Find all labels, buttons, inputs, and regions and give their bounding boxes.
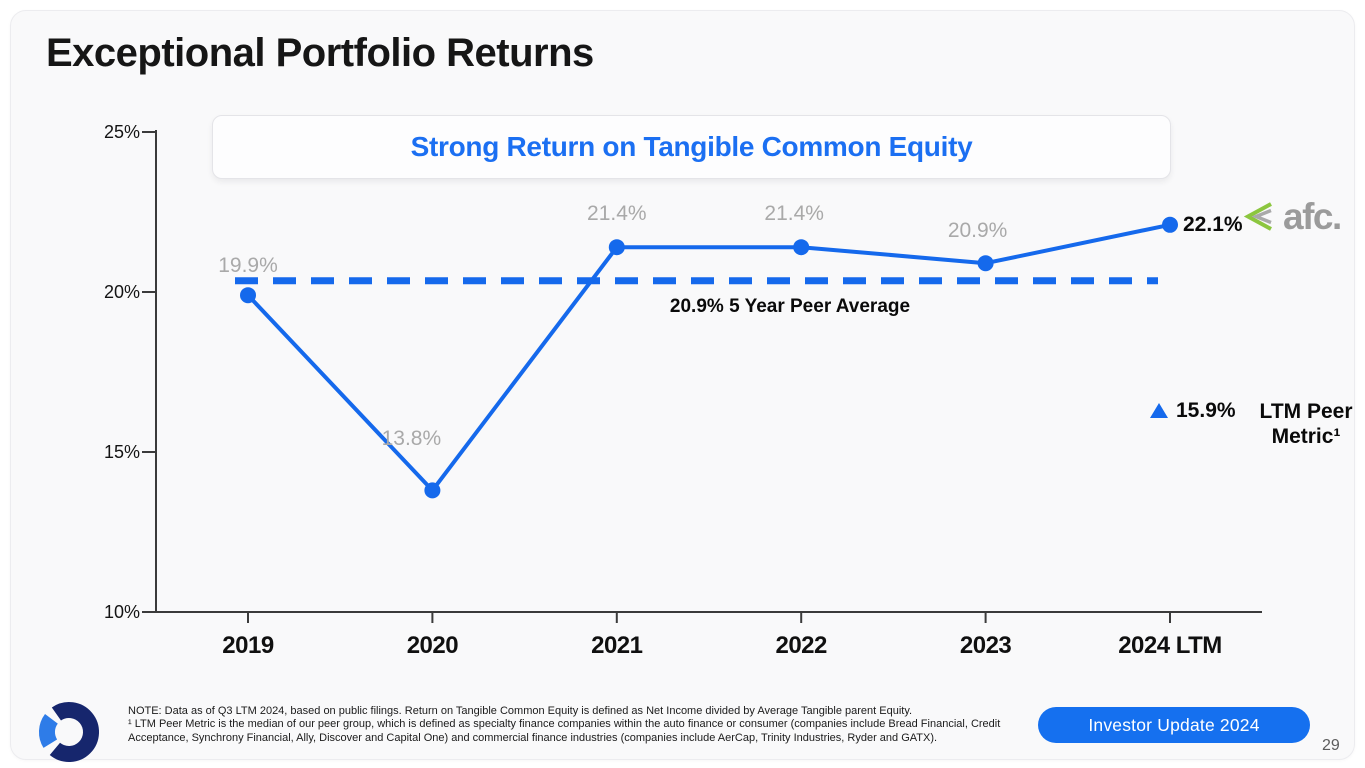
data-point-2019 [240, 287, 256, 304]
afc-triangle-icon [1243, 201, 1272, 231]
investor-update-button[interactable]: Investor Update 2024 [1038, 707, 1310, 743]
ltm-peer-metric-legend: 15.9% LTM Peer Metric¹ [1150, 399, 1353, 449]
data-point-2023 [977, 255, 994, 272]
investor-update-label: Investor Update 2024 [1088, 714, 1260, 735]
data-point-2021 [608, 239, 625, 256]
peer-metric-label-line1: LTM Peer [1259, 400, 1353, 423]
data-point-2020 [424, 482, 441, 499]
afc-logo: afc. [1242, 196, 1342, 237]
afc-logo-text: afc. [1283, 196, 1342, 237]
page-number: 29 [1322, 737, 1340, 754]
triangle-up-icon [1150, 403, 1168, 418]
data-point-2022 [793, 239, 810, 256]
peer-metric-value: 15.9% [1176, 399, 1236, 422]
footer-note: NOTE: Data as of Q3 LTM 2024, based on p… [128, 705, 913, 717]
chart-title: Strong Return on Tangible Common Equity [410, 131, 973, 162]
footer-footnote: ¹ LTM Peer Metric is the median of our p… [128, 718, 1001, 744]
series-line [246, 222, 1171, 493]
footer-note-block: NOTE: Data as of Q3 LTM 2024, based on p… [128, 705, 1020, 745]
data-point-2024-ltm [1162, 216, 1178, 233]
chart-title-box: Strong Return on Tangible Common Equity [212, 115, 1171, 179]
peer-metric-label-line2: Metric¹ [1271, 425, 1341, 448]
company-ring-logo [38, 702, 99, 763]
page-title: Exceptional Portfolio Returns [46, 31, 594, 75]
peer-metric-label: LTM Peer Metric¹ [1260, 399, 1353, 449]
